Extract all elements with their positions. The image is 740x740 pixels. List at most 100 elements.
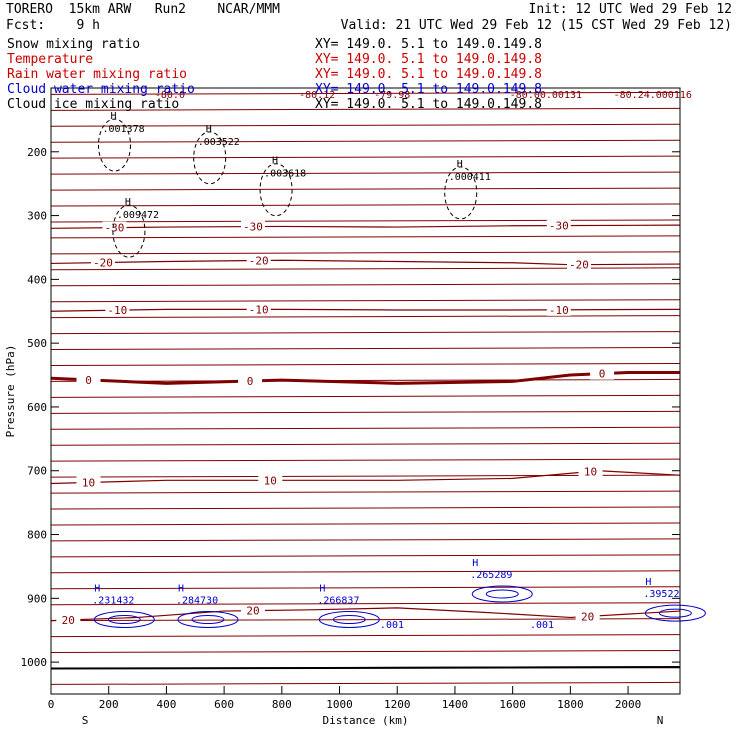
x-tick-label: 400	[156, 698, 176, 711]
pressure-line	[50, 187, 681, 191]
cloud-ice-max-label: .003618	[264, 169, 306, 180]
cloud-ice-max-marker: H	[206, 124, 212, 135]
cloud-water-contour	[332, 615, 366, 625]
isotherm-label: -30	[105, 222, 125, 235]
legend-entry-name: Cloud ice mixing ratio	[7, 97, 179, 112]
x-tick-label: 1400	[442, 698, 469, 711]
x-tick-label: 1600	[499, 698, 526, 711]
pressure-line	[50, 299, 681, 303]
cloud-water-max-label: .265289	[470, 570, 512, 581]
cloud-ice-max-marker: H	[110, 111, 116, 122]
cloud-water-max-label: .231432	[92, 596, 134, 607]
y-tick-label: 300	[27, 210, 47, 223]
y-axis-label: Pressure (hPa)	[4, 345, 17, 438]
legend-entry-range: XY= 149.0. 5.1 to 149.0.149.8	[315, 37, 542, 52]
ground-line	[50, 666, 681, 670]
isotherm-label: 20	[581, 610, 594, 623]
x-tick-label: 600	[214, 698, 234, 711]
cloud-water-min-label: .001	[380, 620, 404, 631]
pressure-line	[50, 634, 681, 638]
cloud-ice-max-marker: H	[125, 197, 131, 208]
isotherm-label: 0	[599, 368, 606, 381]
isotherm-label-bg	[578, 465, 603, 478]
pressure-line	[50, 347, 681, 351]
isotherm-label-bg	[546, 219, 571, 232]
cloud-water-max-marker: H	[178, 584, 184, 595]
pressure-line	[50, 554, 681, 558]
x-tick-label: 1000	[326, 698, 353, 711]
cloud-water-max-marker: H	[94, 584, 100, 595]
cloud-ice-max-label: .001378	[102, 124, 144, 135]
isotherm-label: 10	[584, 466, 597, 479]
pressure-line	[50, 586, 681, 590]
isotherm-label: -20	[249, 254, 269, 267]
cloud-water-contour	[485, 589, 519, 599]
isotherm-label-bg	[102, 221, 127, 234]
isotherm-label-bg	[546, 303, 571, 316]
isotherm-label-bg	[90, 256, 115, 269]
pressure-line	[50, 362, 681, 366]
isotherm-label: 0	[85, 374, 92, 387]
pressure-line	[50, 650, 681, 654]
cloud-ice-max-marker: H	[272, 156, 278, 167]
isotherm-label: 10	[264, 474, 277, 487]
pressure-line	[50, 394, 681, 398]
cloud-water-contour	[658, 608, 692, 618]
pressure-line	[50, 522, 681, 526]
pressure-line	[50, 458, 681, 462]
pressure-line	[50, 171, 681, 175]
cloud-ice-max-label: .009472	[117, 210, 159, 221]
isotherm-label: -10	[249, 303, 269, 316]
legend-entry-name: Cloud water mixing ratio	[7, 82, 195, 97]
isotherm-label-bg	[590, 367, 615, 380]
isotherm-label: 20	[246, 605, 259, 618]
cloud-water-max-label: .284730	[176, 596, 218, 607]
isotherm-label: -20	[93, 257, 113, 270]
isotherm-label: -10	[107, 304, 127, 317]
pressure-line	[50, 283, 681, 287]
cloud-water-max-marker: H	[319, 584, 325, 595]
isotherm-label: 10	[82, 476, 95, 489]
isotherm-label: -30	[243, 221, 263, 234]
top-contour-label: -80.00.00131	[510, 90, 582, 101]
pressure-line	[50, 235, 681, 239]
pressure-line	[50, 91, 681, 95]
y-tick-label: 500	[27, 337, 47, 350]
pressure-line	[50, 331, 681, 335]
top-contour-label: -80.12	[299, 90, 335, 101]
isotherm-label-bg	[258, 474, 283, 487]
y-tick-label: 1000	[21, 656, 48, 669]
cloud-water-max-marker: H	[472, 558, 478, 569]
pressure-line	[50, 315, 681, 319]
pressure-line	[50, 219, 681, 223]
cloud-water-contour	[644, 604, 706, 622]
plot-frame	[50, 87, 681, 695]
legend-entry-name: Snow mixing ratio	[7, 37, 140, 52]
legend-entry-range: XY= 149.0. 5.1 to 149.0.149.8	[315, 67, 542, 82]
x-tick-label: 800	[272, 698, 292, 711]
isotherm-line	[50, 224, 681, 229]
pressure-line	[50, 251, 681, 255]
pressure-line	[50, 538, 681, 542]
cloud-ice-contour	[444, 166, 478, 220]
isotherm-label: 20	[62, 614, 75, 627]
pressure-line	[50, 426, 681, 430]
isotherm-label-bg	[575, 610, 600, 623]
pressure-line	[50, 506, 681, 510]
cloud-water-contour	[318, 611, 380, 629]
x-tick-label: 0	[48, 698, 55, 711]
cloud-ice-max-label: .003522	[198, 137, 240, 148]
isotherm-label: 0	[247, 375, 254, 388]
legend-entry-range: XY= 149.0. 5.1 to 149.0.149.8	[315, 97, 542, 112]
pressure-line	[50, 139, 681, 143]
x-tick-label: 2000	[615, 698, 642, 711]
isotherm-line	[50, 308, 681, 312]
pressure-line	[50, 474, 681, 478]
cloud-water-max-marker: H	[645, 577, 651, 588]
cloud-water-contour	[107, 615, 141, 625]
y-tick-label: 900	[27, 592, 47, 605]
y-tick-label: 600	[27, 401, 47, 414]
y-tick-label: 800	[27, 529, 47, 542]
isotherm-label-bg	[240, 604, 265, 617]
pressure-line	[50, 107, 681, 111]
